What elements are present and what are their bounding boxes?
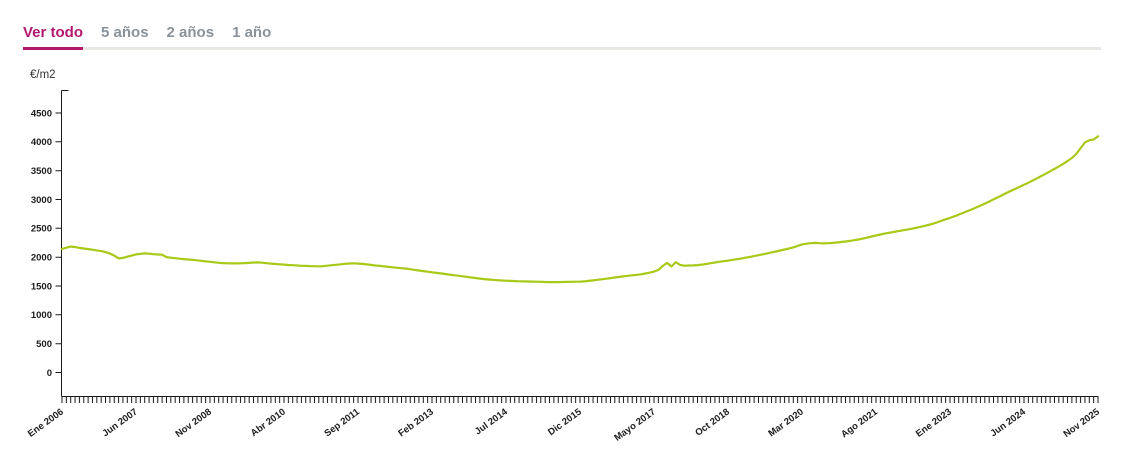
x-tick-label: Ene 2023 <box>914 407 954 440</box>
tab-5-años[interactable]: 5 años <box>101 24 149 41</box>
tab-1-año[interactable]: 1 año <box>232 24 272 41</box>
range-tabs-bar: Ver todo 5 años 2 años 1 año <box>23 0 1101 50</box>
x-tick-label: Jun 2007 <box>100 407 139 440</box>
y-axis-tick-labels: 0 500 1000 1500 2000 2500 3000 3500 4000 4500 <box>31 108 52 379</box>
x-tick-label: Oct 2018 <box>693 407 732 439</box>
y-tick-label: 1000 <box>31 310 52 321</box>
x-tick-label: Mayo 2017 <box>612 407 657 444</box>
x-tick-label: Ago 2021 <box>839 406 880 440</box>
x-axis-tick-labels: Ene 2006 Jun 2007 Nov 2008 Abr 2010 Sep 2011… <box>26 406 1102 444</box>
y-axis-unit-label: €/m2 <box>30 69 56 81</box>
y-tick-label: 4500 <box>31 108 52 119</box>
x-axis-ticks <box>61 397 1099 403</box>
tab-2-años[interactable]: 2 años <box>166 24 215 41</box>
x-tick-label: Dic 2015 <box>546 406 584 438</box>
x-tick-label: Feb 2013 <box>396 407 435 440</box>
y-tick-label: 4000 <box>31 137 52 148</box>
x-tick-label: Jun 2024 <box>988 406 1028 439</box>
x-tick-label: Nov 2025 <box>1062 406 1103 440</box>
x-tick-label: Mar 2020 <box>766 407 805 440</box>
y-tick-label: 2500 <box>31 224 52 235</box>
x-tick-label: Ene 2006 <box>26 407 66 440</box>
y-tick-label: 1500 <box>31 281 52 292</box>
y-tick-label: 500 <box>36 339 52 350</box>
x-tick-label: Jul 2014 <box>473 406 510 437</box>
y-tick-label: 0 <box>47 368 52 379</box>
axes <box>55 90 1099 403</box>
x-tick-label: Abr 2010 <box>249 407 288 439</box>
x-tick-label: Sep 2011 <box>322 406 362 439</box>
y-tick-label: 3000 <box>31 195 52 206</box>
y-axis-line <box>61 90 1099 397</box>
tab-ver-todo[interactable]: Ver todo <box>23 25 84 50</box>
y-tick-label: 3500 <box>31 166 52 177</box>
price-line <box>60 135 1100 284</box>
y-tick-label: 2000 <box>31 253 52 264</box>
x-tick-label: Nov 2008 <box>174 407 214 440</box>
y-axis-ticks <box>55 112 62 373</box>
